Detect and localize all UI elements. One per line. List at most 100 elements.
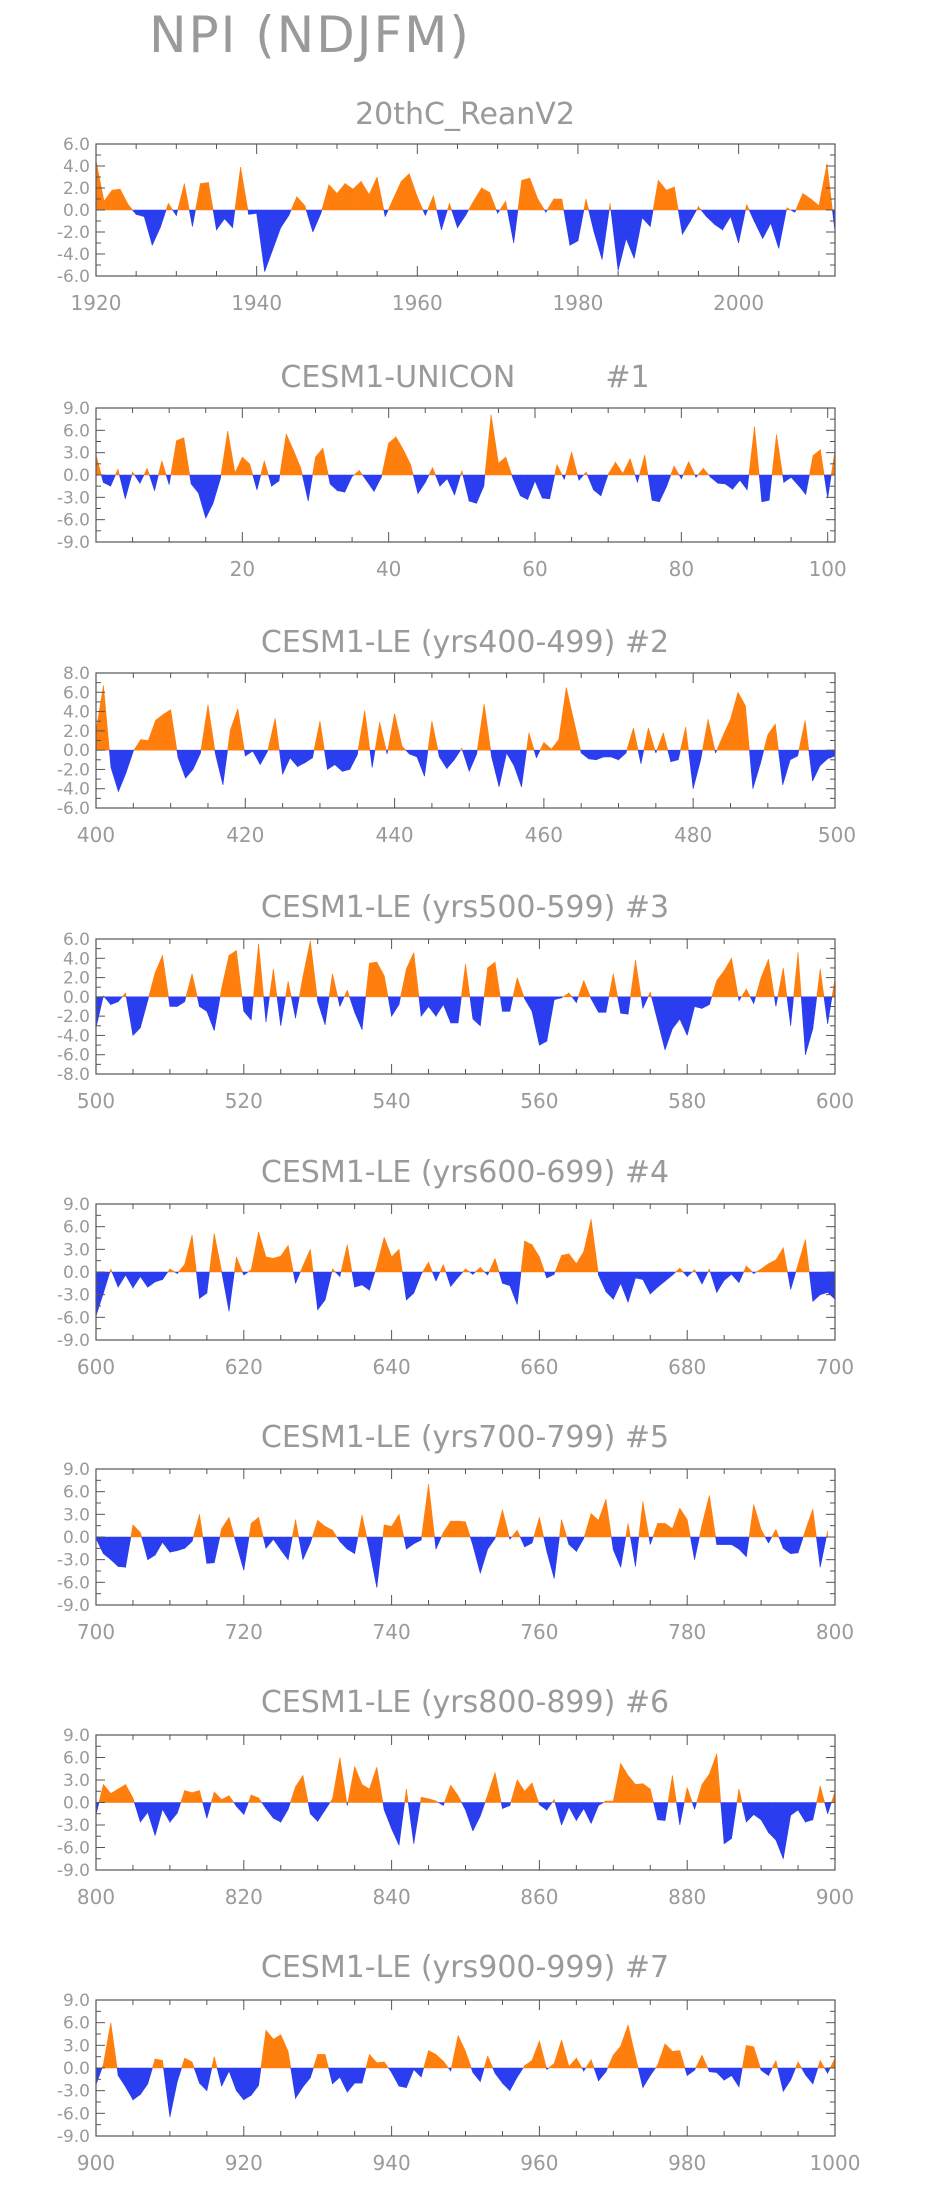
area-segment-2-17-0	[222, 749, 228, 785]
area-segment-5-39-0	[383, 1524, 392, 1538]
area-segment-1-76-0	[651, 474, 660, 503]
area-segment-4-24-0	[273, 1255, 282, 1273]
area-segment-3-21-1	[253, 943, 259, 998]
area-segment-2-87-1	[749, 749, 754, 789]
area-segment-7-84-0	[716, 2067, 725, 2081]
xtick-label-4-2: 640	[373, 1355, 411, 1379]
ytick-label-6-1: 6.0	[63, 1749, 90, 1769]
area-segment-5-84-0	[716, 1536, 725, 1545]
area-segment-7-36-0	[361, 2067, 367, 2084]
area-segment-7-34-0	[346, 2067, 355, 2094]
area-segment-2-41-0	[401, 745, 407, 751]
area-segment-4-29-0	[310, 1249, 314, 1273]
area-segment-2-6-0	[140, 739, 149, 751]
area-segment-5-21-0	[250, 1516, 259, 1538]
chart-panel-2: 8.06.04.02.00.0-2.0-4.0-6.0 400 420 440 460 4…	[57, 664, 856, 847]
area-segment-7-8-0	[154, 2058, 163, 2069]
area-segment-0-82-0	[754, 209, 764, 239]
area-segment-7-23-0	[265, 2029, 274, 2069]
area-segment-2-94-1	[798, 720, 806, 751]
area-segment-7-7-0	[147, 2067, 153, 2084]
area-segment-4-11-0	[176, 1271, 180, 1275]
xtick-label-3-1: 520	[225, 1089, 263, 1113]
area-segment-5-96-0	[805, 1508, 814, 1538]
area-segment-2-92-0	[782, 749, 791, 785]
area-segment-7-3-0	[117, 2067, 126, 2088]
area-segment-2-68-0	[603, 749, 612, 758]
area-segment-7-0-0	[95, 2067, 103, 2085]
area-segment-2-87-0	[745, 705, 750, 751]
area-segment-1-40-0	[388, 436, 397, 476]
area-segment-5-92-1	[778, 1536, 784, 1549]
area-segment-4-71-0	[620, 1271, 629, 1303]
area-segment-2-34-0	[349, 749, 358, 770]
area-segment-0-25-0	[296, 196, 306, 211]
panel-title-3-text: CESM1-LE (yrs500-599)	[260, 890, 616, 925]
xtick-label-2-1: 420	[226, 823, 264, 847]
area-segment-5-83-0	[709, 1495, 716, 1538]
area-segment-0-16-0	[224, 209, 233, 229]
area-segment-5-89-0	[753, 1504, 762, 1538]
area-segment-3-9-0	[162, 955, 169, 998]
area-segment-5-41-1	[403, 1536, 407, 1550]
area-segment-3-58-0	[524, 996, 533, 1013]
area-segment-2-29-0	[312, 749, 315, 758]
area-segment-7-39-1	[387, 2067, 392, 2074]
area-segment-5-65-0	[576, 1536, 585, 1553]
area-segment-2-18-0	[230, 708, 239, 751]
area-segment-3-91-0	[768, 959, 775, 998]
area-segment-7-54-0	[494, 2067, 503, 2085]
area-segment-2-79-1	[688, 749, 694, 789]
area-segment-0-41-0	[425, 209, 429, 216]
area-segment-1-63-1	[561, 474, 565, 480]
area-segment-7-2-0	[110, 2022, 118, 2069]
area-segment-2-69-0	[610, 749, 619, 761]
area-segment-4-37-0	[369, 1271, 376, 1291]
area-segment-4-0-0	[95, 1271, 104, 1316]
area-segment-7-91-1	[771, 2060, 777, 2069]
area-segment-1-57-0	[512, 474, 521, 496]
area-segment-5-29-1	[311, 1520, 319, 1538]
area-segment-6-77-0	[664, 1802, 669, 1821]
area-segment-5-60-0	[539, 1517, 545, 1538]
area-segment-7-13-0	[191, 2061, 195, 2069]
area-segment-6-46-1	[437, 1802, 444, 1807]
panel-title-7: CESM1-LE (yrs900-999) #7	[95, 1950, 835, 1985]
area-segment-5-87-0	[738, 1536, 747, 1558]
area-segment-0-12-1	[195, 183, 201, 211]
area-segment-1-92-0	[768, 474, 773, 501]
area-segment-7-16-1	[216, 2067, 222, 2087]
area-segment-3-63-1	[562, 992, 570, 998]
area-segment-4-77-0	[664, 1271, 673, 1282]
area-segment-4-64-0	[568, 1252, 577, 1273]
area-segment-7-31-0	[324, 2054, 329, 2069]
area-segment-3-25-0	[280, 996, 286, 1026]
xtick-label-1-1: 40	[376, 557, 401, 581]
area-segment-0-17-1	[234, 167, 241, 211]
area-segment-0-17-0	[232, 209, 236, 228]
area-segment-0-52-0	[513, 209, 519, 244]
ytick-label-1-6: -9.0	[57, 533, 90, 553]
area-segment-6-75-0	[649, 1788, 654, 1803]
area-segment-3-45-0	[428, 996, 437, 1018]
area-segment-0-60-0	[577, 209, 585, 241]
area-segment-3-27-0	[295, 996, 300, 1019]
area-segment-4-60-1	[544, 1271, 548, 1279]
area-segment-2-16-0	[215, 749, 224, 785]
area-segment-7-94-0	[790, 2067, 797, 2081]
area-segment-2-67-0	[595, 749, 604, 761]
area-segment-4-44-0	[420, 1271, 424, 1276]
area-segment-7-28-0	[302, 2067, 311, 2088]
area-segment-7-43-0	[413, 2067, 422, 2078]
ytick-label-4-0: 9.0	[63, 1195, 90, 1215]
area-segment-4-7-0	[147, 1271, 156, 1288]
area-segment-2-46-0	[439, 749, 448, 770]
area-segment-2-86-0	[737, 692, 746, 751]
area-segment-4-15-0	[206, 1271, 210, 1294]
area-segment-0-75-1	[700, 209, 707, 218]
area-segment-0-18-0	[240, 167, 249, 211]
area-segment-1-32-0	[329, 474, 338, 492]
area-segment-3-60-0	[539, 996, 548, 1046]
area-segment-2-39-1	[387, 713, 395, 751]
area-segment-5-38-0	[376, 1536, 384, 1588]
